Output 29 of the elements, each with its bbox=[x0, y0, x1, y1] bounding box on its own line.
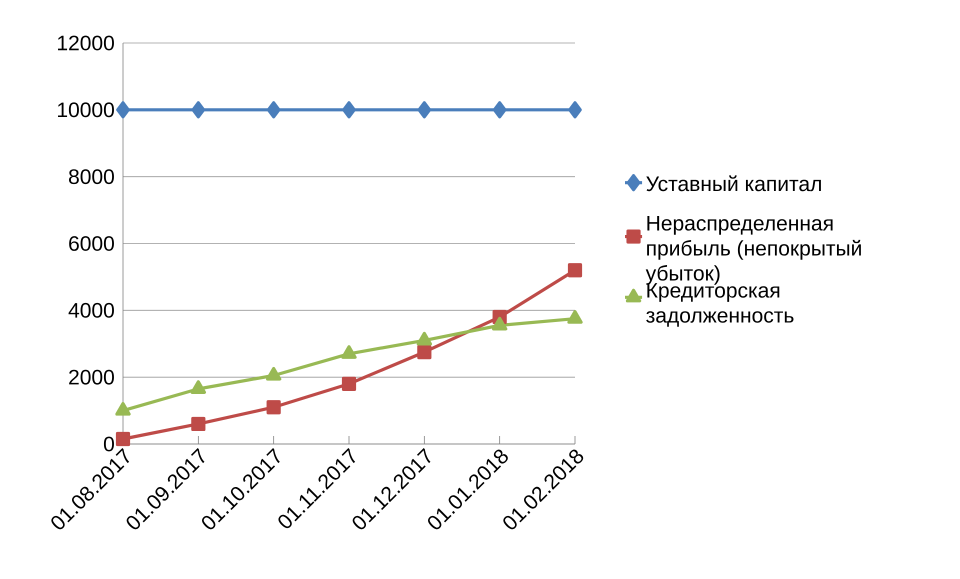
y-tick-label: 4000 bbox=[68, 302, 114, 318]
point bbox=[266, 400, 281, 414]
point bbox=[342, 101, 356, 118]
y-tick-label: 10000 bbox=[58, 102, 114, 118]
point bbox=[266, 366, 282, 381]
point bbox=[115, 402, 131, 416]
point bbox=[116, 432, 130, 446]
point bbox=[568, 101, 582, 118]
point bbox=[342, 376, 356, 391]
legend-label: Нераспределенная прибыль (непокрытый убыток) bbox=[646, 216, 861, 285]
point bbox=[191, 416, 206, 432]
point bbox=[417, 345, 432, 360]
point bbox=[116, 101, 130, 118]
point bbox=[492, 316, 508, 330]
y-tick-label: 12000 bbox=[58, 36, 114, 50]
point bbox=[341, 345, 357, 359]
point bbox=[266, 101, 281, 118]
point bbox=[492, 101, 507, 118]
legend-label: Уставный капитал bbox=[646, 175, 821, 192]
y-tick-label: 6000 bbox=[69, 236, 114, 251]
y-tick-label: 8000 bbox=[68, 169, 114, 184]
point bbox=[567, 310, 583, 324]
point bbox=[416, 332, 432, 346]
point bbox=[417, 101, 432, 118]
y-tick-label: 2000 bbox=[69, 370, 114, 385]
legend-label: Кредиторская задолженность bbox=[646, 283, 794, 327]
point bbox=[568, 263, 582, 278]
point bbox=[190, 380, 206, 394]
point bbox=[191, 101, 206, 118]
